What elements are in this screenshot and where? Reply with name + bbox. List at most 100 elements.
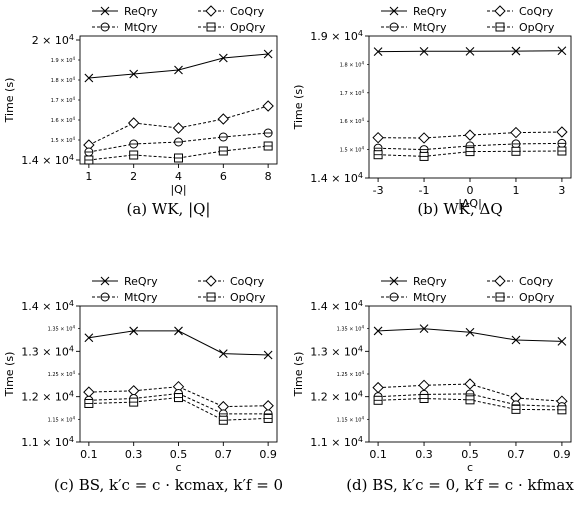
legend-label: CoQry bbox=[519, 5, 554, 18]
data-point-square bbox=[84, 155, 94, 165]
x-tick-label: 0.7 bbox=[215, 448, 233, 461]
legend-marker-diamond bbox=[494, 275, 506, 287]
legend-item-coqry: CoQry bbox=[487, 275, 554, 288]
plot-frame bbox=[368, 35, 572, 179]
legend-item-mtqry: MtQry bbox=[381, 21, 447, 34]
legend-label: CoQry bbox=[519, 275, 554, 288]
data-point-circle bbox=[511, 139, 521, 149]
legend-marker-x bbox=[100, 276, 110, 286]
legend-item-opqry: OpQry bbox=[198, 21, 266, 34]
data-point-diamond bbox=[262, 100, 274, 112]
data-point-x bbox=[84, 333, 94, 343]
data-point-x bbox=[465, 46, 475, 56]
panel-caption: (a) WK, |Q| bbox=[127, 200, 211, 218]
y-tick-label: 2 × 104 bbox=[32, 33, 74, 48]
x-tick-label: 0 bbox=[467, 184, 474, 197]
panel-bs-kf-varied: ReQry CoQry MtQry OpQry 1.1 × 104 1.2 × 104 1.… bbox=[292, 275, 574, 494]
data-point-square bbox=[174, 153, 183, 163]
legend-label: OpQry bbox=[230, 291, 266, 304]
legend-label: MtQry bbox=[413, 291, 447, 304]
data-point-square bbox=[511, 404, 521, 414]
x-tick-label: 3 bbox=[558, 184, 565, 197]
legend-marker-diamond bbox=[205, 5, 217, 17]
legend-item-opqry: OpQry bbox=[487, 21, 555, 34]
panel-wk-delta-query: ReQry CoQry MtQry OpQry 1.4 × 104 1.9 × 104 1.… bbox=[292, 5, 572, 218]
legend-item-opqry: OpQry bbox=[487, 291, 555, 304]
series-line bbox=[88, 105, 269, 146]
data-point-square bbox=[218, 415, 228, 425]
y-minor-tick-label: 1.7 × 104 bbox=[51, 96, 76, 105]
x-tick-label: 0.5 bbox=[461, 448, 479, 461]
x-axis-label: |Q| bbox=[170, 183, 186, 196]
data-point-x bbox=[263, 49, 273, 59]
data-point-circle bbox=[129, 139, 139, 149]
y-tick-label: 1.3 × 104 bbox=[21, 344, 74, 359]
y-minor-tick-label: 1.9 × 104 bbox=[51, 56, 76, 65]
y-minor-tick-label: 1.8 × 104 bbox=[51, 76, 76, 85]
panel-caption: (c) BS, k′c = c · kcmax, k′f = 0 bbox=[54, 476, 283, 494]
data-point-circle bbox=[84, 147, 94, 157]
data-point-diamond bbox=[464, 129, 476, 141]
series-coqry bbox=[372, 126, 568, 144]
data-point-x bbox=[419, 324, 429, 334]
data-point-x bbox=[174, 326, 183, 336]
data-point-x bbox=[557, 336, 567, 346]
legend-item-mtqry: MtQry bbox=[381, 291, 447, 304]
x-tick-label: 8 bbox=[265, 170, 272, 183]
legend-label: CoQry bbox=[230, 275, 265, 288]
legend-marker-square bbox=[495, 22, 505, 32]
data-point-diamond bbox=[510, 126, 522, 139]
y-minor-tick-label: 1.5 × 104 bbox=[340, 145, 365, 154]
legend-marker-square bbox=[206, 22, 216, 32]
series-line bbox=[88, 53, 269, 79]
panel-caption: (d) BS, k′c = 0, k′f = c · kfmax bbox=[346, 476, 574, 494]
y-tick-label: 1.1 × 104 bbox=[310, 435, 363, 450]
data-point-diamond bbox=[372, 381, 384, 394]
data-point-x bbox=[174, 65, 183, 75]
legend-item-opqry: OpQry bbox=[198, 291, 266, 304]
data-point-square bbox=[263, 141, 273, 151]
data-point-diamond bbox=[172, 122, 185, 134]
y-axis-label: Time (s) bbox=[292, 352, 305, 398]
data-point-square bbox=[419, 393, 429, 403]
legend-item-reqry: ReQry bbox=[381, 275, 447, 288]
legend-marker-square bbox=[495, 292, 505, 302]
legend-item-reqry: ReQry bbox=[381, 5, 447, 18]
x-tick-label: 0.5 bbox=[170, 448, 188, 461]
data-point-square bbox=[557, 146, 567, 156]
data-point-circle bbox=[218, 132, 228, 142]
legend-label: ReQry bbox=[124, 275, 158, 288]
data-point-square bbox=[84, 398, 94, 408]
legend-item-coqry: CoQry bbox=[198, 5, 265, 18]
x-tick-label: -1 bbox=[419, 184, 430, 197]
series-reqry bbox=[373, 324, 567, 346]
panel-bs-kc-varied: ReQry CoQry MtQry OpQry 1.1 × 104 1.2 × 104 1.… bbox=[3, 275, 283, 494]
legend-item-mtqry: MtQry bbox=[92, 21, 158, 34]
legend-marker-circle bbox=[100, 292, 110, 302]
legend-item-mtqry: MtQry bbox=[92, 291, 158, 304]
legend-label: ReQry bbox=[413, 5, 447, 18]
legend-marker-circle bbox=[389, 292, 399, 302]
x-tick-label: 0.1 bbox=[369, 448, 387, 461]
series-line bbox=[88, 145, 269, 161]
data-point-square bbox=[511, 146, 521, 156]
data-point-x bbox=[465, 327, 475, 337]
series-opqry bbox=[373, 146, 567, 161]
data-point-x bbox=[129, 69, 139, 79]
y-minor-tick-label: 1.15 × 104 bbox=[337, 415, 365, 424]
legend-label: MtQry bbox=[124, 291, 158, 304]
series-opqry bbox=[373, 393, 567, 415]
y-axis-label: Time (s) bbox=[292, 85, 305, 131]
data-point-x bbox=[511, 335, 521, 345]
data-point-square bbox=[373, 395, 383, 405]
legend-label: OpQry bbox=[230, 21, 266, 34]
series-line bbox=[88, 330, 269, 356]
legend-item-coqry: CoQry bbox=[198, 275, 265, 288]
series-reqry bbox=[84, 49, 273, 83]
y-tick-label: 1.2 × 104 bbox=[310, 389, 363, 404]
x-axis-label: c bbox=[175, 461, 181, 474]
plot-frame bbox=[368, 305, 572, 443]
x-tick-label: 4 bbox=[175, 170, 182, 183]
y-minor-tick-label: 1.8 × 104 bbox=[340, 60, 365, 69]
